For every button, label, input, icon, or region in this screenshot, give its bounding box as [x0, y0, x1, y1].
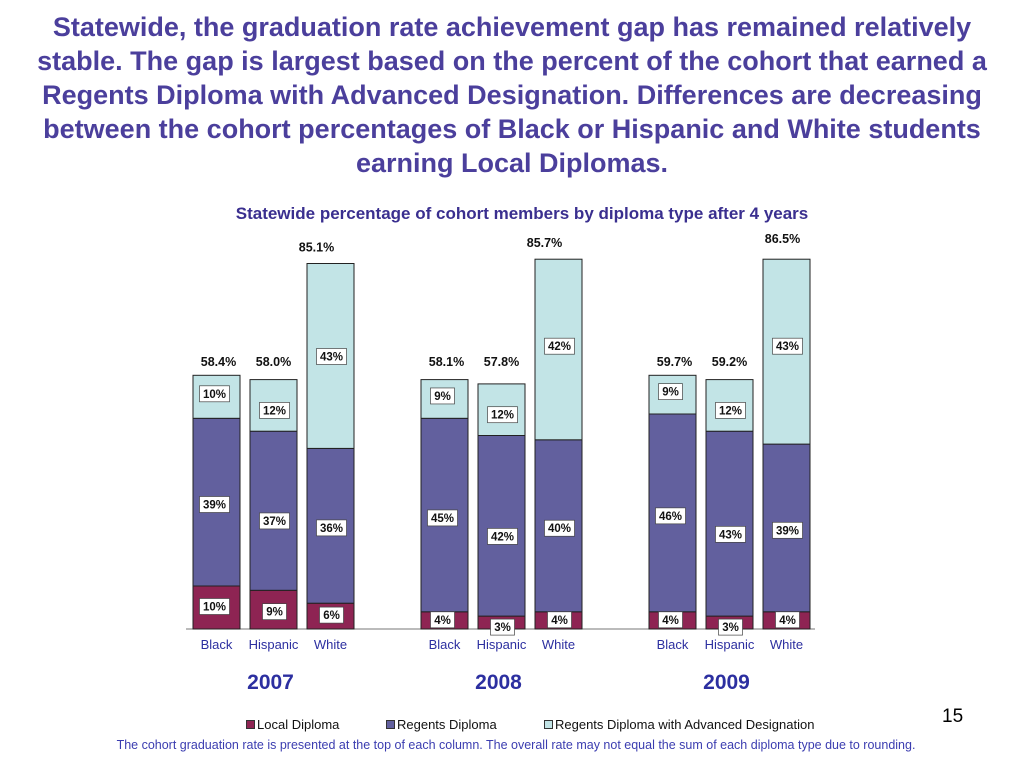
- value-label-box-2008-white-1: [544, 519, 575, 537]
- value-label-box-2008-hispanic-0: [490, 618, 515, 636]
- chart-legend: Local Diploma Regents Diploma Regents Di…: [0, 717, 1024, 735]
- value-label-2008-white-0: 4%: [551, 615, 568, 627]
- page-number: 15: [942, 706, 964, 727]
- total-label-2008-hispanic: 57.8%: [484, 355, 519, 369]
- chart-title: Statewide percentage of cohort members b…: [235, 204, 809, 223]
- value-label-2007-hispanic-2: 12%: [263, 405, 286, 417]
- legend-swatch-regents: [386, 720, 395, 729]
- value-label-box-2007-white-1: [316, 519, 347, 537]
- value-label-2009-hispanic-0: 3%: [722, 622, 739, 634]
- category-label-2007-hispanic: Hispanic: [249, 637, 299, 652]
- value-label-2007-black-2: 10%: [203, 389, 226, 401]
- legend-label-advanced: Regents Diploma with Advanced Designatio…: [555, 717, 815, 732]
- footnote: The cohort graduation rate is presented …: [116, 738, 916, 752]
- value-label-2007-white-1: 36%: [320, 523, 343, 535]
- value-label-box-2009-white-0: [775, 611, 800, 629]
- bar-segment-2008-hispanic-1: [477, 435, 526, 617]
- value-label-2009-hispanic-1: 43%: [719, 529, 742, 541]
- value-label-2007-white-0: 6%: [323, 610, 340, 622]
- legend-swatch-advanced: [544, 720, 553, 729]
- category-label-2007-black: Black: [201, 637, 233, 652]
- value-label-box-2008-hispanic-2: [487, 406, 518, 424]
- value-label-box-2009-hispanic-1: [715, 525, 746, 543]
- value-label-2007-white-2: 43%: [320, 352, 343, 364]
- value-label-2008-white-1: 40%: [548, 523, 571, 535]
- value-label-2007-hispanic-0: 9%: [266, 607, 283, 619]
- total-label-2007-hispanic: 58.0%: [256, 355, 291, 369]
- value-label-box-2008-hispanic-1: [487, 528, 518, 545]
- value-label-box-2009-black-1: [655, 507, 686, 525]
- total-label-2009-black: 59.7%: [657, 355, 692, 369]
- value-label-box-2008-white-0: [547, 611, 572, 629]
- year-label-2007: 2007: [247, 671, 294, 694]
- value-label-2009-hispanic-2: 12%: [719, 405, 742, 417]
- value-label-2008-hispanic-2: 12%: [491, 410, 514, 422]
- value-label-box-2007-hispanic-0: [262, 603, 287, 621]
- category-label-2009-white: White: [770, 637, 803, 652]
- value-label-box-2009-hispanic-0: [718, 618, 743, 636]
- total-label-2009-hispanic: 59.2%: [712, 355, 747, 369]
- value-label-2008-black-1: 45%: [431, 513, 454, 525]
- value-label-box-2007-black-0: [199, 598, 230, 615]
- value-label-2008-white-2: 42%: [548, 341, 571, 353]
- value-label-2007-black-1: 39%: [203, 500, 226, 512]
- total-label-2007-white: 85.1%: [299, 241, 334, 255]
- value-label-box-2009-black-2: [658, 383, 683, 400]
- value-label-box-2008-black-0: [430, 611, 455, 629]
- category-label-2008-black: Black: [429, 637, 461, 652]
- value-label-box-2007-hispanic-1: [259, 512, 290, 530]
- value-label-2008-black-2: 9%: [434, 391, 451, 403]
- value-label-box-2009-hispanic-2: [715, 402, 746, 419]
- legend-label-regents: Regents Diploma: [397, 717, 497, 732]
- value-label-box-2008-black-2: [430, 387, 455, 405]
- value-label-box-2007-hispanic-2: [259, 402, 290, 419]
- value-label-box-2009-white-1: [772, 521, 803, 539]
- value-label-2007-black-0: 10%: [203, 602, 226, 614]
- value-label-box-2008-white-2: [544, 337, 575, 355]
- year-label-2008: 2008: [475, 671, 522, 694]
- value-label-box-2009-white-2: [772, 337, 803, 355]
- bar-segment-2009-hispanic-1: [705, 430, 754, 617]
- value-label-2009-black-0: 4%: [662, 615, 679, 627]
- value-label-2009-black-1: 46%: [659, 511, 682, 523]
- value-label-box-2009-black-0: [658, 611, 683, 629]
- value-label-2008-hispanic-1: 42%: [491, 531, 514, 543]
- value-label-2008-hispanic-0: 3%: [494, 622, 511, 634]
- headline: Statewide, the graduation rate achieveme…: [37, 12, 987, 178]
- value-label-box-2007-white-2: [316, 348, 347, 365]
- total-label-2007-black: 58.4%: [201, 355, 236, 369]
- legend-item-advanced: Regents Diploma with Advanced Designatio…: [544, 717, 814, 732]
- value-label-2009-white-0: 4%: [779, 615, 796, 627]
- legend-item-regents: Regents Diploma: [386, 717, 497, 732]
- bar-segment-2007-hispanic-1: [249, 430, 298, 591]
- total-label-2008-black: 58.1%: [429, 355, 464, 369]
- value-label-2008-black-0: 4%: [434, 615, 451, 627]
- value-label-box-2007-white-0: [319, 606, 344, 624]
- category-label-2008-white: White: [542, 637, 575, 652]
- total-label-2008-white: 85.7%: [527, 236, 562, 250]
- value-label-box-2007-black-1: [199, 496, 230, 513]
- value-label-2007-hispanic-1: 37%: [263, 516, 286, 528]
- year-label-2009: 2009: [703, 671, 750, 694]
- value-label-2009-white-1: 39%: [776, 525, 799, 537]
- total-label-2009-white: 86.5%: [765, 232, 800, 246]
- category-label-2008-hispanic: Hispanic: [477, 637, 527, 652]
- legend-swatch-local: [246, 720, 255, 729]
- legend-item-local: Local Diploma: [246, 717, 339, 732]
- category-label-2009-black: Black: [657, 637, 689, 652]
- value-label-2009-black-2: 9%: [662, 387, 679, 399]
- legend-label-local: Local Diploma: [257, 717, 340, 732]
- value-label-box-2008-black-1: [427, 509, 458, 527]
- category-label-2007-white: White: [314, 637, 347, 652]
- value-label-2009-white-2: 43%: [776, 341, 799, 353]
- category-label-2009-hispanic: Hispanic: [705, 637, 755, 652]
- value-label-box-2007-black-2: [199, 385, 230, 403]
